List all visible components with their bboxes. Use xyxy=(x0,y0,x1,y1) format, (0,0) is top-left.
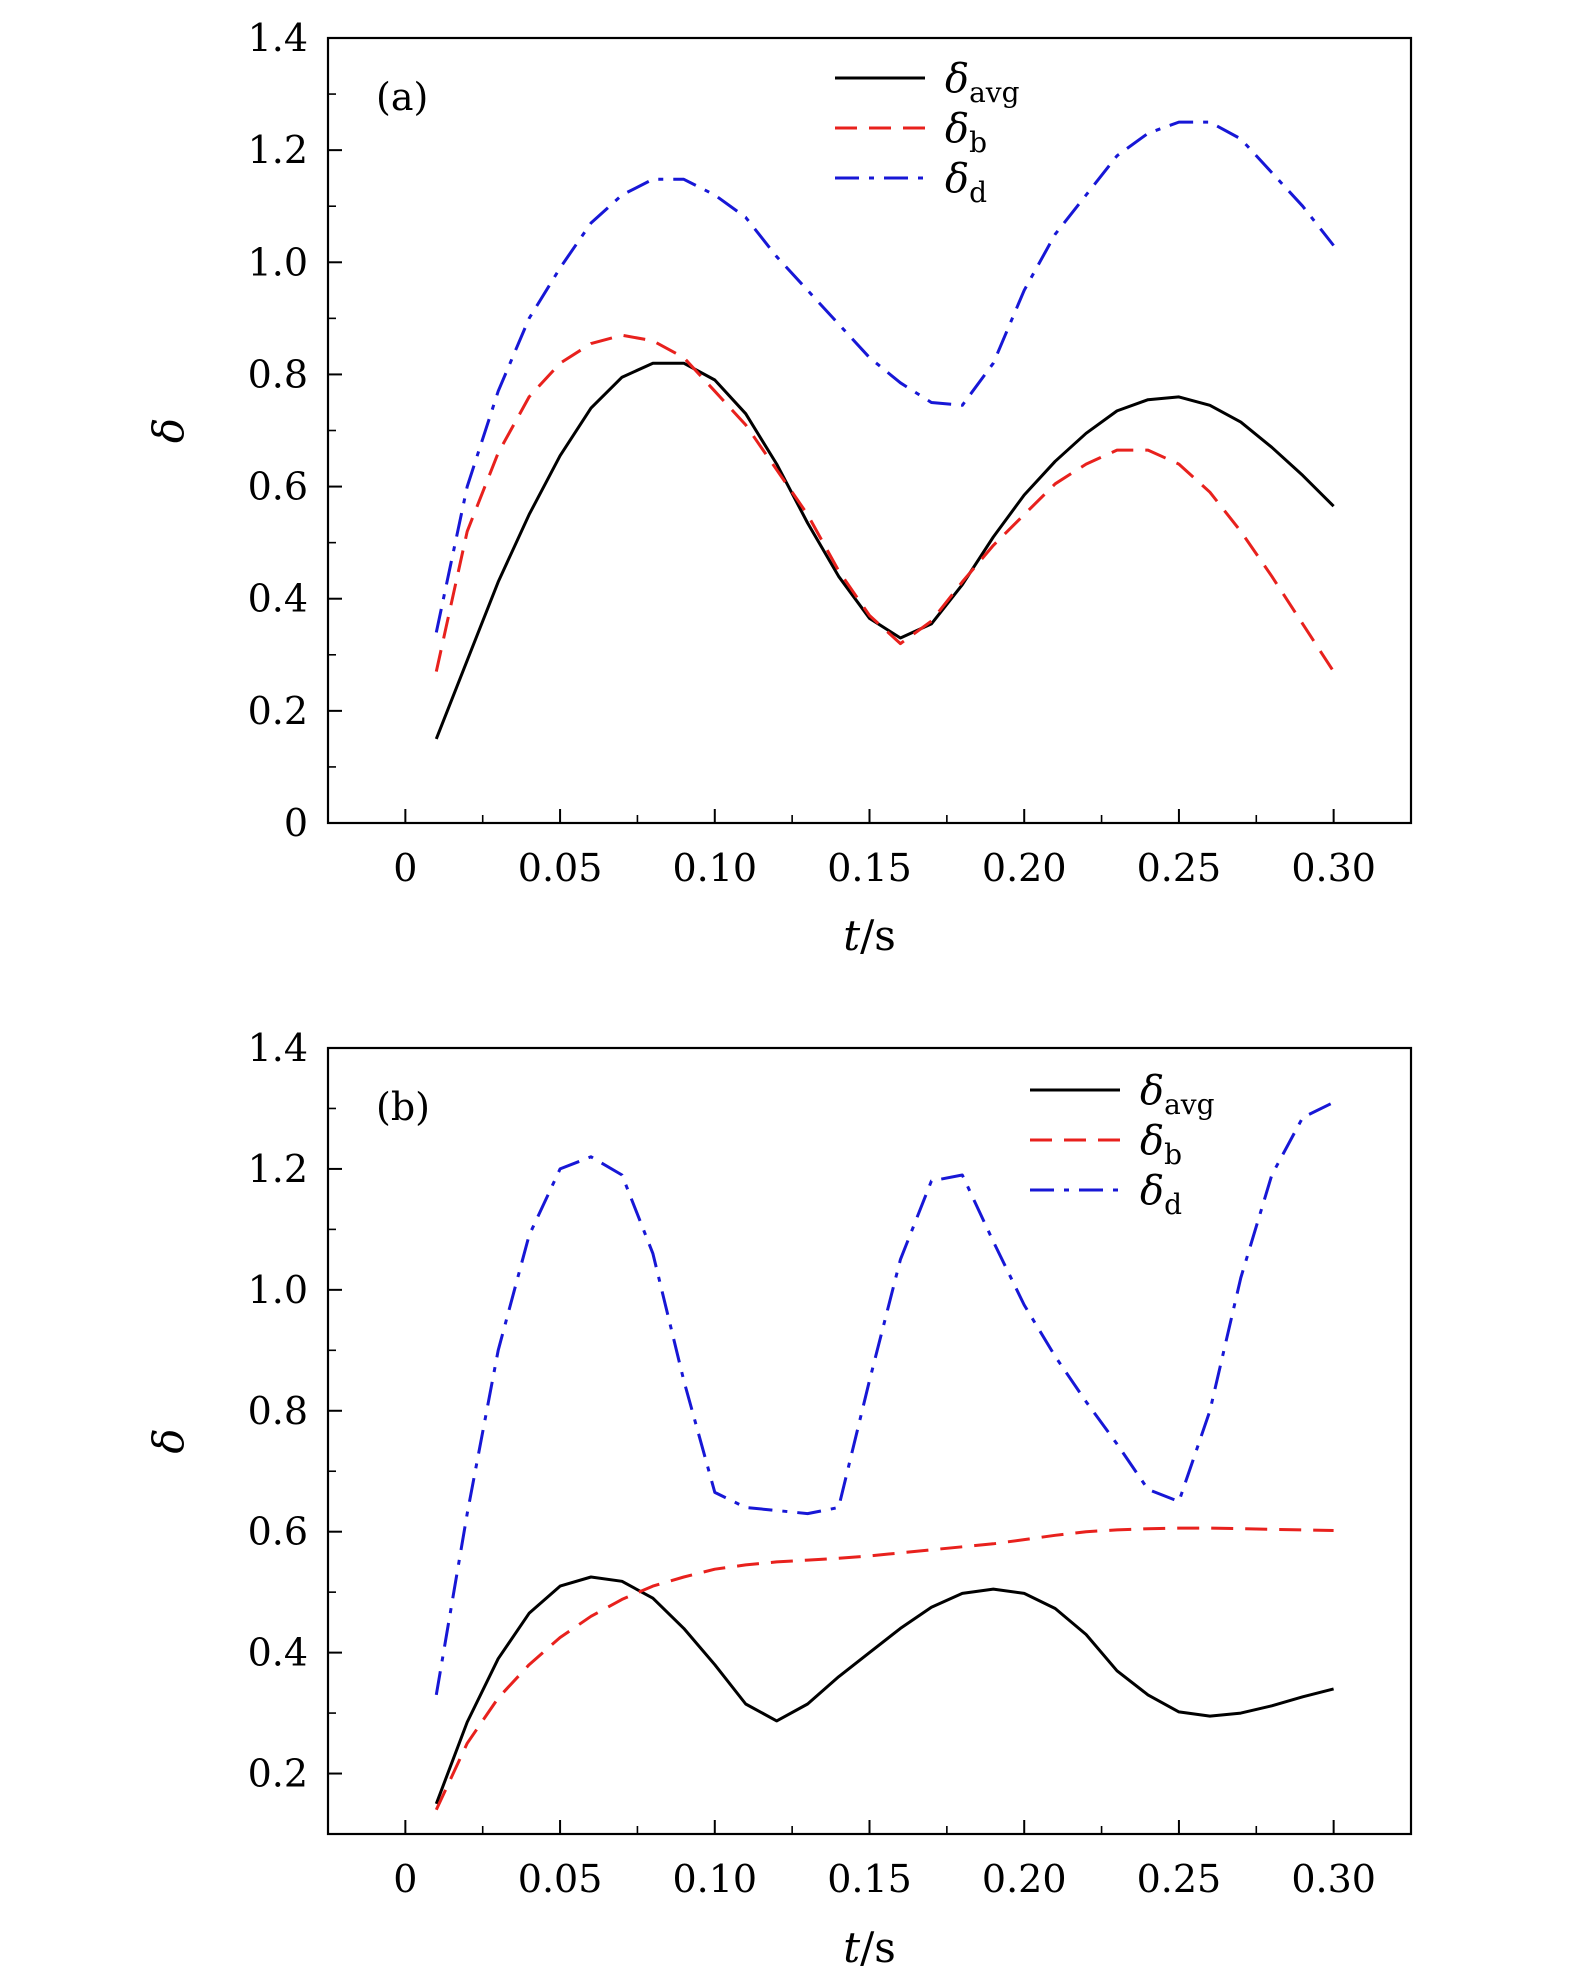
y-tick-label: 0.8 xyxy=(248,352,308,396)
plot-frame xyxy=(326,36,1413,825)
y-tick-label: 1.2 xyxy=(248,1147,308,1191)
y-tick-label: 1.0 xyxy=(248,1268,308,1312)
x-tick-label: 0.10 xyxy=(672,846,757,890)
legend-label-b: δb xyxy=(945,106,987,159)
y-tick-label: 0.4 xyxy=(248,577,308,621)
x-tick-label: 0.05 xyxy=(518,1857,603,1901)
series-line-d xyxy=(434,1101,1335,1696)
x-tick-label: 0.20 xyxy=(982,1857,1067,1901)
y-tick-label: 0.6 xyxy=(248,1510,308,1554)
x-tick-label: 0.20 xyxy=(982,846,1067,890)
x-tick-label: 0.15 xyxy=(827,846,912,890)
series-line-b xyxy=(434,333,1335,673)
x-axis-label: t/s xyxy=(843,911,896,960)
x-tick-label: 0.25 xyxy=(1137,1857,1222,1901)
x-tick-label: 0 xyxy=(393,1857,417,1901)
y-tick-label: 0.2 xyxy=(248,1752,308,1796)
y-tick-label: 0.2 xyxy=(248,689,308,733)
series-line-b xyxy=(434,1526,1334,1811)
y-tick-label: 0.6 xyxy=(248,465,308,509)
y-tick-label: 1.0 xyxy=(248,240,308,284)
series-line-d xyxy=(434,120,1335,633)
series-line-avg xyxy=(434,361,1335,740)
y-tick-label: 0.8 xyxy=(248,1389,308,1433)
y-tick-label: 0.4 xyxy=(248,1631,308,1675)
x-tick-label: 0.10 xyxy=(672,1857,757,1901)
legend-label-avg: δavg xyxy=(945,56,1020,109)
legend-label-d: δd xyxy=(945,156,987,209)
panel-label: (b) xyxy=(376,1085,430,1129)
y-axis-label: δ xyxy=(144,1428,193,1453)
y-tick-label: 0 xyxy=(284,801,308,845)
x-tick-label: 0.30 xyxy=(1291,846,1376,890)
chart-panel-b: 0 0.05 0.10 0.15 0.20 0.25 0.30 0.2 0.4 0.6 0.8 1.0… xyxy=(144,1026,1413,1972)
y-axis-label: δ xyxy=(144,418,193,443)
x-axis-label: t/s xyxy=(843,1923,896,1972)
x-tick-label: 0.25 xyxy=(1137,846,1222,890)
legend-label-b: δb xyxy=(1140,1118,1182,1171)
legend-label-avg: δavg xyxy=(1140,1068,1215,1121)
chart-panel-a: 0 0.05 0.10 0.15 0.20 0.25 0.30 0 0.2 0.4 0.6 0.8 1.… xyxy=(144,16,1413,960)
plot-frame xyxy=(326,1046,1413,1836)
y-tick-label: 1.4 xyxy=(248,1026,308,1070)
series-line-avg xyxy=(434,1575,1334,1805)
y-tick-label: 1.2 xyxy=(248,128,308,172)
x-tick-label: 0.15 xyxy=(827,1857,912,1901)
y-tick-label: 1.4 xyxy=(248,16,308,60)
x-tick-label: 0.05 xyxy=(518,846,603,890)
x-tick-label: 0 xyxy=(393,846,417,890)
panel-label: (a) xyxy=(376,75,428,119)
x-tick-label: 0.30 xyxy=(1291,1857,1376,1901)
legend-label-d: δd xyxy=(1140,1168,1182,1221)
